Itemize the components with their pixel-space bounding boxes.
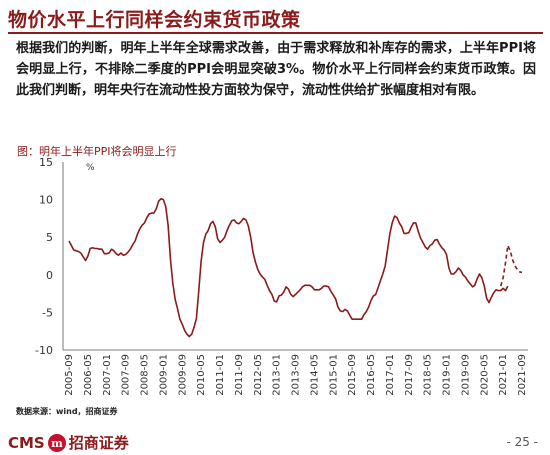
logo-glyph-icon: m xyxy=(51,437,63,449)
x-tick-label: 2016-05 xyxy=(366,354,377,396)
footer: CMS m 招商证券 - 25 - xyxy=(0,428,550,455)
x-tick-label: 2007-09 xyxy=(121,354,132,396)
x-tick-label: 2011-09 xyxy=(234,354,245,396)
y-tick-label: -5 xyxy=(42,306,53,319)
x-tick-label: 2021-01 xyxy=(498,354,509,396)
x-tick-label: 2005-09 xyxy=(64,354,75,396)
ppi-line xyxy=(68,198,509,338)
source-note: 数据来源：wind，招商证券 xyxy=(16,407,118,416)
ppi-forecast-line xyxy=(500,244,523,287)
chart-caption: 图：明年上半年PPI将会明显上行 xyxy=(17,145,177,158)
x-tick-label: 2006-05 xyxy=(83,354,94,396)
svg-text:m: m xyxy=(51,437,63,449)
x-tick-label: 2014-05 xyxy=(309,354,320,396)
x-tick-label: 2015-01 xyxy=(328,354,339,396)
x-tick-label: 2019-09 xyxy=(460,354,471,396)
y-tick-label: 15 xyxy=(39,156,53,169)
x-tick-label: 2009-01 xyxy=(158,354,169,396)
y-tick-label: 0 xyxy=(46,269,53,282)
x-tick-label: 2013-09 xyxy=(291,354,302,396)
title-divider xyxy=(8,32,543,34)
series-layer xyxy=(68,198,523,338)
y-unit-label: % xyxy=(86,163,95,173)
x-tick-label: 2015-09 xyxy=(347,354,358,396)
x-tick-label: 2017-09 xyxy=(404,354,415,396)
y-tick-label: -10 xyxy=(35,344,53,357)
logo-cn-text: 招商证券 xyxy=(68,434,129,452)
y-tick-label: 5 xyxy=(46,231,53,244)
x-tick-labels: 2005-09 2006-05 2007-01 2007-09 2008-05 2009-… xyxy=(64,354,528,396)
x-tick-label: 2010-05 xyxy=(196,354,207,396)
page-number: - 25 - xyxy=(506,435,538,449)
y-tick-label: 10 xyxy=(39,194,53,207)
page-title: 物价水平上行同样会约束货币政策 xyxy=(8,9,301,31)
body-paragraph: 根据我们的判断，明年上半年全球需求改善，由于需求释放和补库存的需求，上半年PPI… xyxy=(16,41,536,98)
x-tick-label: 2009-09 xyxy=(177,354,188,396)
x-tick-label: 2012-05 xyxy=(253,354,264,396)
x-tick-label: 2011-01 xyxy=(215,354,226,396)
x-tick-label: 2021-09 xyxy=(517,354,528,396)
x-tick-label: 2008-05 xyxy=(140,354,151,396)
logo-text: CMS xyxy=(8,433,45,452)
x-tick-label: 2017-01 xyxy=(385,354,396,396)
x-tick-label: 2019-01 xyxy=(442,354,453,396)
x-tick-label: 2018-05 xyxy=(423,354,434,396)
cms-logo: CMS m 招商证券 xyxy=(8,432,129,453)
x-tick-label: 2020-05 xyxy=(479,354,490,396)
x-tick-label: 2007-01 xyxy=(102,354,113,396)
x-tick-label: 2013-01 xyxy=(272,354,283,396)
logo-mark-icon: m xyxy=(47,433,66,452)
y-tick-labels: -10 -5 0 5 10 15 xyxy=(35,156,53,357)
